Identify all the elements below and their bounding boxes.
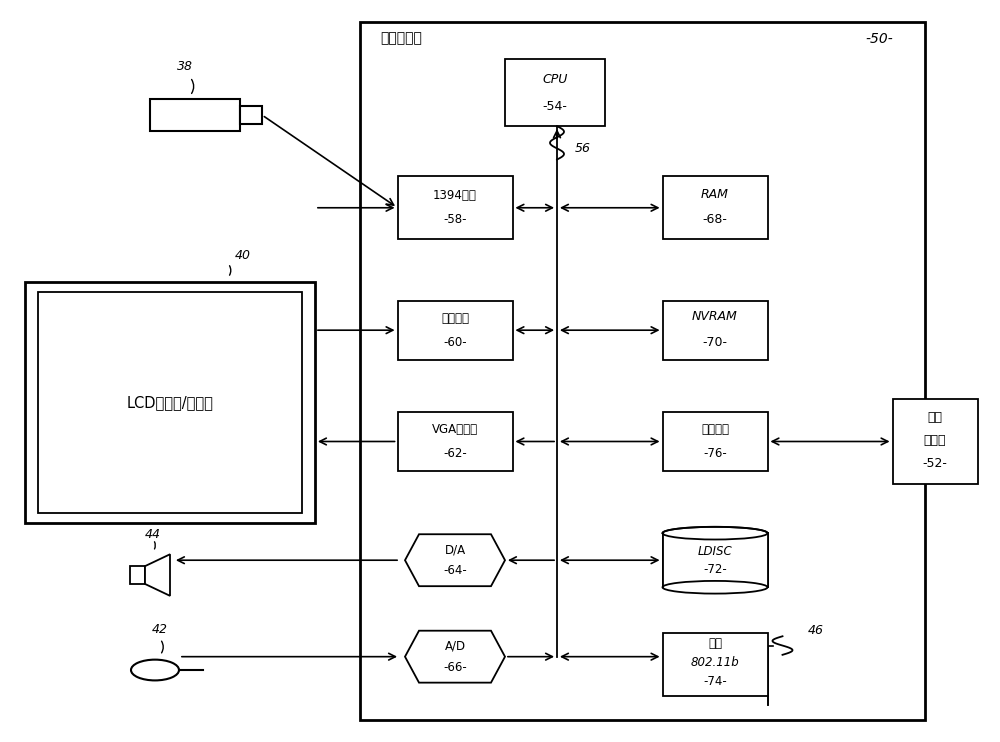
Text: D/A: D/A xyxy=(444,543,466,556)
Text: 40: 40 xyxy=(234,249,250,263)
FancyBboxPatch shape xyxy=(398,177,513,239)
Text: -66-: -66- xyxy=(443,660,467,674)
Text: 802.11b: 802.11b xyxy=(691,656,739,669)
FancyBboxPatch shape xyxy=(150,99,240,131)
Text: 高级控制器: 高级控制器 xyxy=(380,32,422,45)
FancyBboxPatch shape xyxy=(240,105,262,125)
FancyBboxPatch shape xyxy=(398,412,513,471)
Text: -72-: -72- xyxy=(703,562,727,576)
Text: A/D: A/D xyxy=(444,640,466,653)
Text: 44: 44 xyxy=(145,528,161,541)
Text: 控制器: 控制器 xyxy=(924,433,946,447)
Text: 56: 56 xyxy=(575,142,591,155)
Text: -54-: -54- xyxy=(543,99,567,113)
Text: -58-: -58- xyxy=(443,213,467,226)
Text: -76-: -76- xyxy=(703,447,727,460)
Text: -50-: -50- xyxy=(865,32,893,45)
Text: 串行端口: 串行端口 xyxy=(701,423,729,436)
Text: CPU: CPU xyxy=(542,73,568,86)
FancyBboxPatch shape xyxy=(360,22,925,720)
Text: -70-: -70- xyxy=(702,335,728,349)
Text: -52-: -52- xyxy=(923,457,947,470)
Text: -60-: -60- xyxy=(443,335,467,349)
Text: 38: 38 xyxy=(177,59,193,73)
FancyBboxPatch shape xyxy=(662,301,768,360)
Polygon shape xyxy=(405,631,505,683)
FancyBboxPatch shape xyxy=(662,412,768,471)
Ellipse shape xyxy=(662,581,768,594)
Text: LCD显示器/触摸屏: LCD显示器/触摸屏 xyxy=(127,395,213,410)
Polygon shape xyxy=(662,533,768,587)
FancyBboxPatch shape xyxy=(38,292,302,513)
FancyBboxPatch shape xyxy=(505,59,605,126)
Text: NVRAM: NVRAM xyxy=(692,310,738,324)
Text: 46: 46 xyxy=(808,624,824,637)
Text: RAM: RAM xyxy=(701,188,729,201)
FancyBboxPatch shape xyxy=(25,282,315,523)
Text: 无线: 无线 xyxy=(708,637,722,650)
Text: -74-: -74- xyxy=(703,675,727,689)
Ellipse shape xyxy=(662,527,768,539)
Text: LDISC: LDISC xyxy=(698,545,732,558)
FancyBboxPatch shape xyxy=(662,177,768,239)
Text: -64-: -64- xyxy=(443,564,467,577)
Polygon shape xyxy=(130,566,145,584)
Text: 1394端口: 1394端口 xyxy=(433,189,477,203)
FancyBboxPatch shape xyxy=(893,399,978,484)
Text: 低级: 低级 xyxy=(928,411,942,424)
Text: -62-: -62- xyxy=(443,447,467,460)
Ellipse shape xyxy=(131,660,179,680)
FancyBboxPatch shape xyxy=(398,301,513,360)
Polygon shape xyxy=(405,534,505,586)
Polygon shape xyxy=(145,554,170,596)
Text: VGA驱动器: VGA驱动器 xyxy=(432,423,478,436)
Text: 串行端口: 串行端口 xyxy=(441,312,469,325)
FancyBboxPatch shape xyxy=(662,632,768,696)
Text: -68-: -68- xyxy=(703,213,727,226)
Text: 42: 42 xyxy=(152,623,168,636)
